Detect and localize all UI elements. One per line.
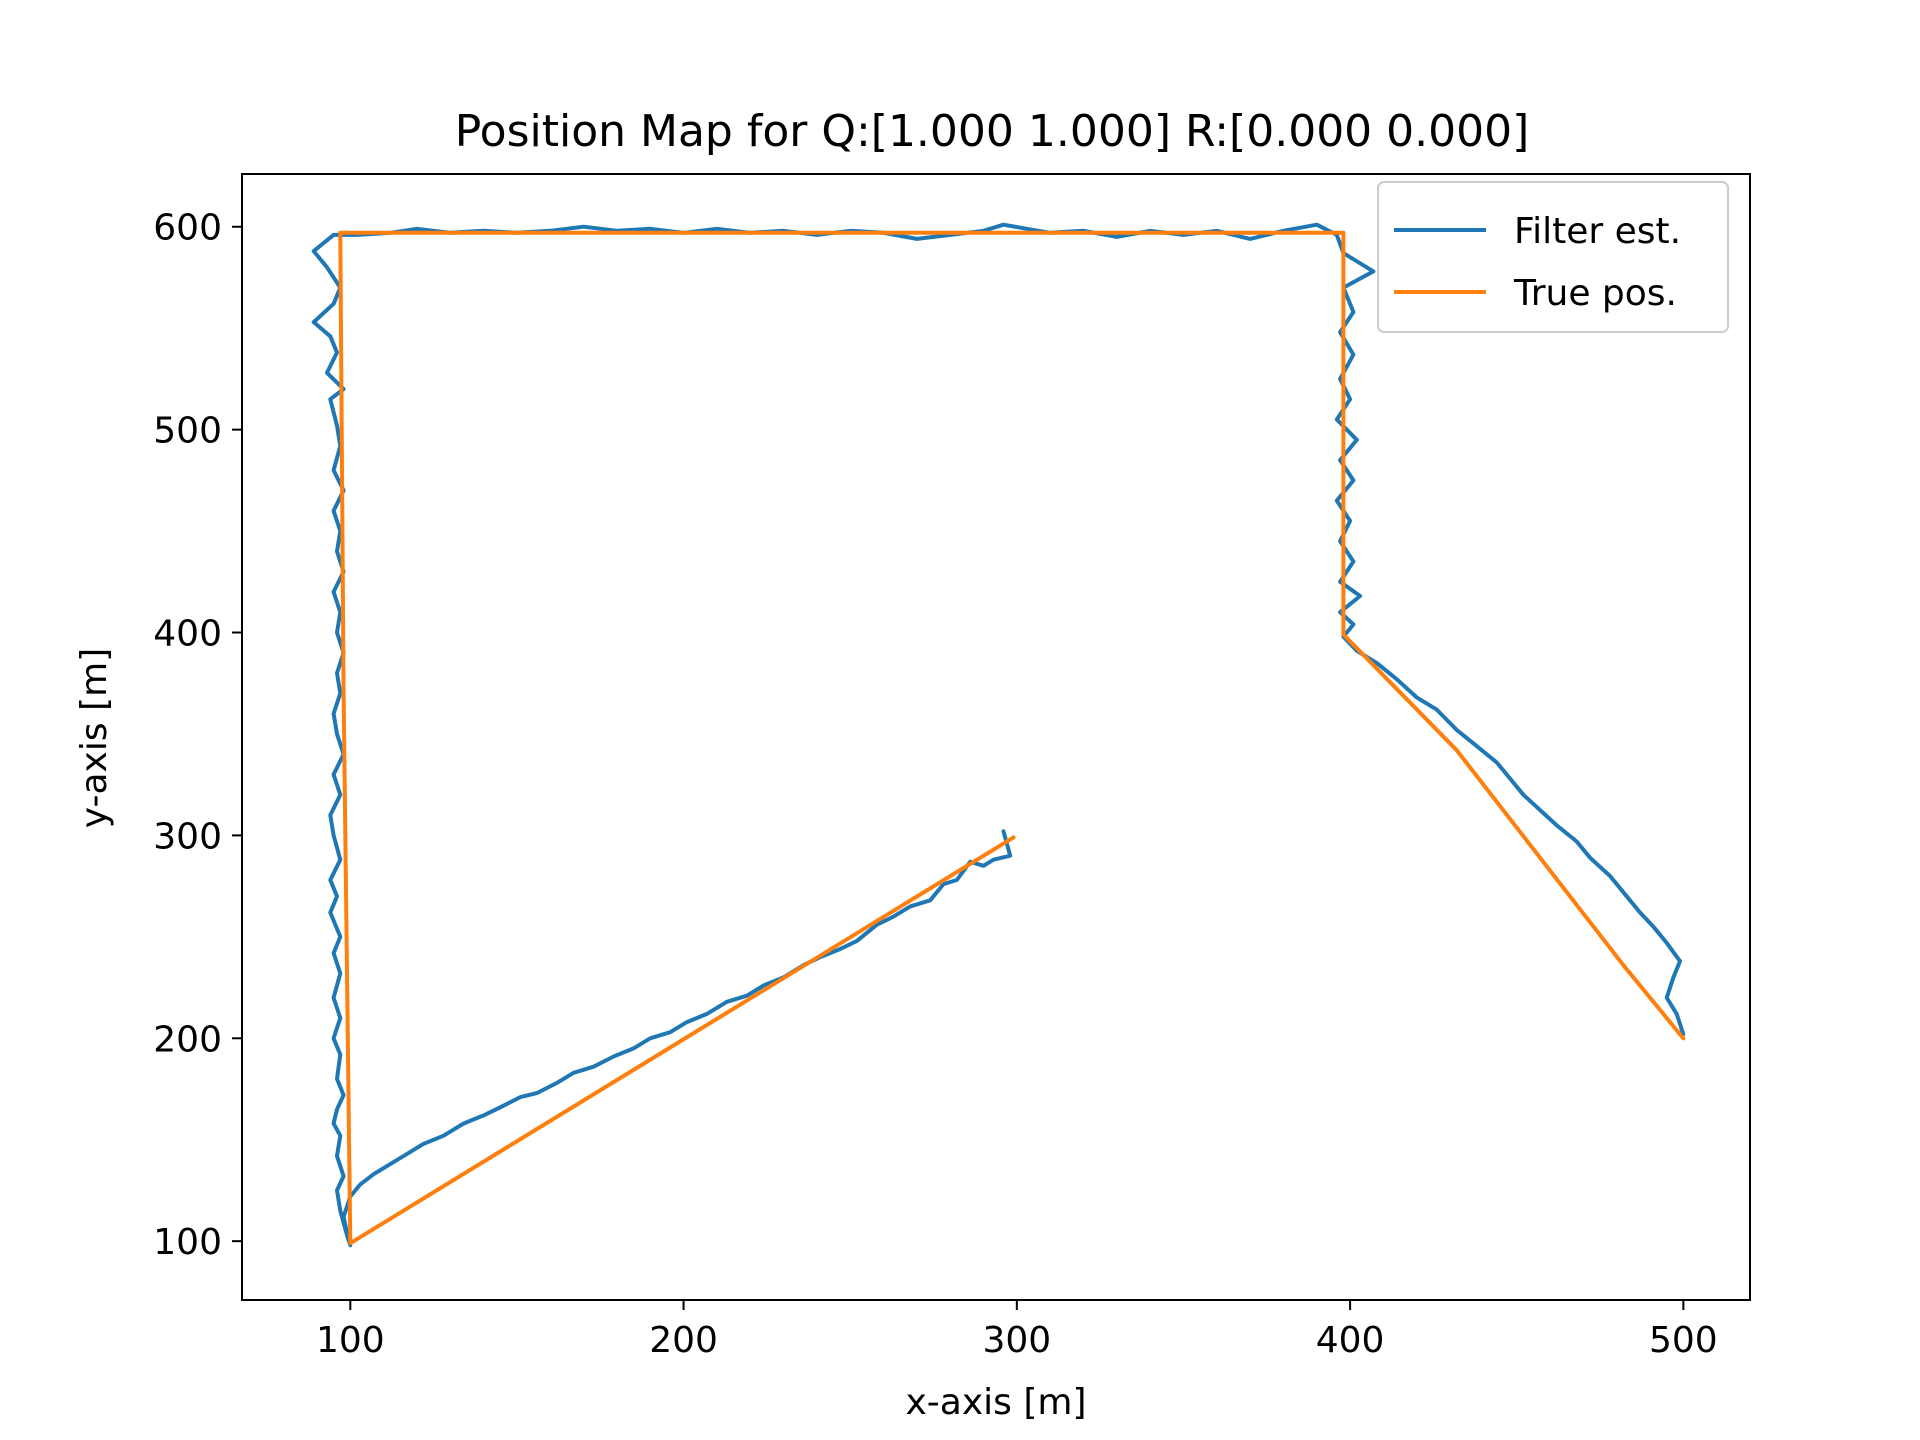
- y-tick-label: 600: [153, 208, 222, 249]
- x-tick-label: 200: [649, 1320, 718, 1361]
- legend-box: [1377, 181, 1729, 333]
- series-line-filter-est: [311, 222, 1686, 1248]
- y-tick-label: 500: [153, 411, 222, 452]
- series-line-true-pos: [338, 230, 1686, 1246]
- x-axis-label: x-axis [m]: [905, 1382, 1086, 1423]
- x-tick-label: 400: [1316, 1320, 1385, 1361]
- y-axis-label: y-axis [m]: [74, 648, 115, 828]
- x-axis-ticks: 100 200 300 400 500: [316, 1300, 1718, 1361]
- y-tick-label: 100: [153, 1222, 222, 1263]
- y-tick-label: 400: [153, 614, 222, 655]
- legend-label-true-pos: True pos.: [1513, 273, 1677, 314]
- y-tick-label: 200: [153, 1019, 222, 1060]
- x-tick-label: 500: [1649, 1320, 1718, 1361]
- legend: Filter est. True pos.: [1377, 181, 1729, 333]
- x-tick-label: 100: [316, 1320, 385, 1361]
- x-tick-label: 300: [982, 1320, 1051, 1361]
- chart-title: Position Map for Q:[1.000 1.000] R:[0.00…: [455, 106, 1530, 157]
- series-layer: [311, 222, 1686, 1248]
- y-tick-label: 300: [153, 816, 222, 857]
- y-axis-ticks: 100 200 300 400 500 600: [153, 208, 242, 1263]
- legend-label-filter-est: Filter est.: [1514, 211, 1681, 252]
- plot-frame: [241, 173, 1751, 1301]
